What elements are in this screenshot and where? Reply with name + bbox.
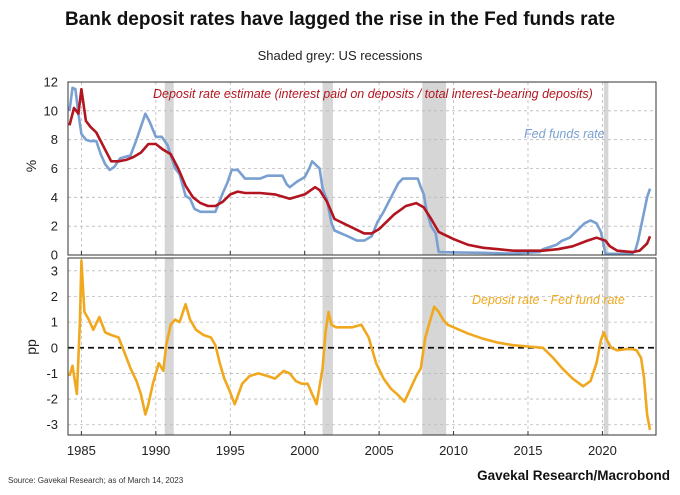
x-tick-label: 2005	[365, 443, 394, 458]
bottom-recession-band	[164, 258, 174, 435]
bottom-y-tick-label: -2	[46, 392, 58, 407]
top-y-tick-label: 4	[51, 190, 58, 205]
deposit-rate-annotation: Deposit rate estimate (interest paid on …	[153, 87, 593, 101]
top-y-tick-label: 0	[51, 248, 58, 263]
top-y-tick-label: 8	[51, 132, 58, 147]
x-tick-label: 2000	[290, 443, 319, 458]
plot-frames	[67, 81, 657, 436]
source-note: Source: Gavekal Research; as of March 14…	[8, 476, 184, 485]
top-plot-frame	[67, 81, 657, 256]
x-tick-label: 2010	[439, 443, 468, 458]
top-recession-band	[164, 82, 174, 255]
brand-credit: Gavekal Research/Macrobond	[477, 468, 670, 483]
deposit-rate-line	[68, 87, 652, 254]
x-tick-label: 1995	[216, 443, 245, 458]
bottom-y-tick-label: -1	[46, 366, 58, 381]
bottom-y-axis-label: pp	[23, 339, 39, 355]
x-tick-label: 2015	[514, 443, 543, 458]
bottom-y-tick-label: 0	[51, 340, 58, 355]
top-y-tick-label: 2	[51, 219, 58, 234]
fed-funds-line	[68, 86, 652, 255]
chart-title: Bank deposit rates have lagged the rise …	[64, 9, 616, 30]
x-tick-label: 2020	[588, 443, 617, 458]
top-y-tick-label: 10	[44, 103, 58, 118]
bottom-y-tick-label: 3	[51, 263, 58, 278]
spread-line	[68, 259, 652, 431]
bottom-recession-band	[422, 258, 447, 435]
fed-funds-annotation: Fed funds rate	[524, 127, 605, 141]
series-lines	[68, 86, 652, 431]
top-y-tick-label: 12	[44, 75, 58, 90]
bottom-y-tick-label: 1	[51, 315, 58, 330]
top-y-tick-label: 6	[51, 161, 58, 176]
x-tick-label: 1990	[141, 443, 170, 458]
bottom-y-tick-label: 2	[51, 289, 58, 304]
spread-annotation: Deposit rate - Fed fund rate	[472, 293, 625, 307]
bottom-recession-band	[603, 258, 609, 435]
top-recession-band	[603, 82, 609, 255]
x-tick-label: 1985	[67, 443, 96, 458]
chart-subtitle: Shaded grey: US recessions	[257, 48, 423, 63]
bottom-plot-frame	[67, 257, 657, 436]
top-y-axis-label: %	[23, 160, 39, 172]
bottom-y-tick-label: -3	[46, 417, 58, 432]
bottom-recession-band	[322, 258, 333, 435]
